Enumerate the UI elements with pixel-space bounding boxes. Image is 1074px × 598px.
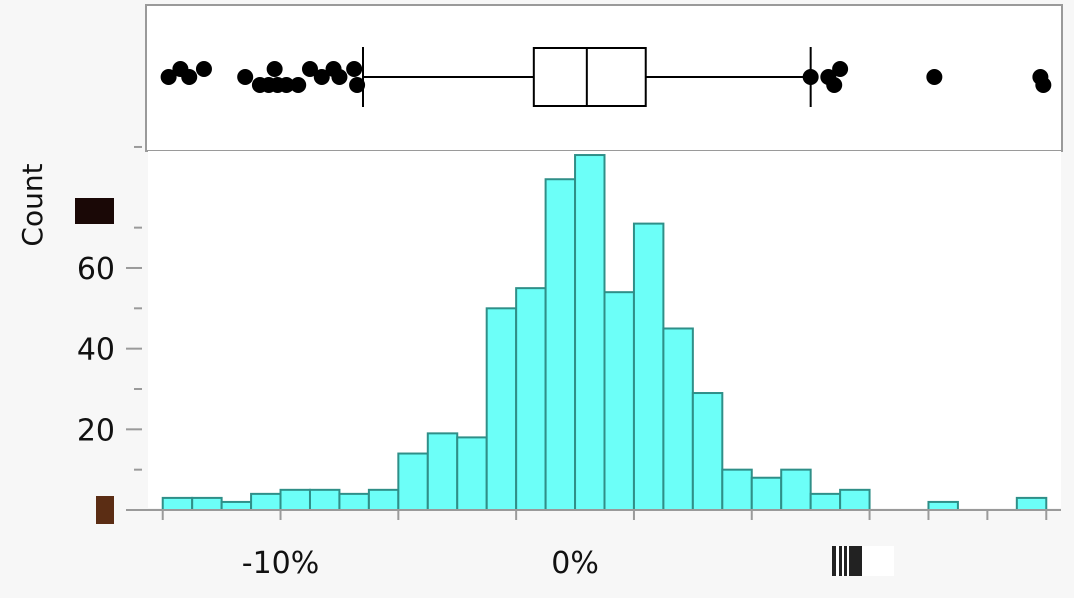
redaction-mark-y <box>75 198 114 224</box>
boxplot-outlier <box>802 69 819 85</box>
histogram-bar <box>397 452 429 511</box>
histogram-bars <box>161 154 1048 512</box>
histogram-bar <box>809 492 842 512</box>
boxplot-outlier <box>346 61 363 77</box>
histogram-bar <box>927 500 959 512</box>
y-tick-label: 60 <box>77 252 115 287</box>
y-tick-label: 20 <box>77 413 115 448</box>
histogram-bar <box>750 476 783 512</box>
histogram-bar <box>338 492 370 512</box>
boxplot-outlier <box>313 69 330 85</box>
x-tick-label: -10% <box>242 546 320 581</box>
histogram-bar <box>1015 496 1048 511</box>
histogram-bar <box>456 436 488 511</box>
boxplot-outlier <box>301 61 318 77</box>
boxplot-outlier <box>160 69 177 85</box>
redaction-mark-x <box>832 546 894 576</box>
x-tick-label: 0% <box>551 546 599 581</box>
boxplot-outlier <box>926 69 943 85</box>
boxplot-outlier <box>349 77 366 93</box>
histogram-bar <box>485 307 518 511</box>
boxplot-outlier <box>832 61 849 77</box>
y-axis-label: Count <box>16 163 49 246</box>
histogram-bar <box>279 488 311 511</box>
histogram-bar <box>161 496 194 511</box>
boxplot-outlier <box>331 69 348 85</box>
boxplot-outlier <box>237 69 254 85</box>
histogram-bar <box>574 154 606 511</box>
histogram-bar <box>250 492 282 512</box>
histogram-bar <box>426 432 459 512</box>
histogram-bar <box>544 178 577 511</box>
histogram-bar <box>367 488 400 511</box>
histogram-bar <box>308 488 341 511</box>
boxplot-outlier <box>290 77 307 93</box>
histogram-bar <box>721 468 753 512</box>
y-tick-label: 40 <box>77 333 115 368</box>
boxplot-outlier <box>1035 77 1052 93</box>
redaction-mark-origin <box>96 496 114 524</box>
histogram-bar <box>662 327 694 512</box>
boxplot-box <box>532 47 647 107</box>
boxplot-outlier <box>266 61 283 77</box>
histogram-bar <box>603 291 635 511</box>
histogram-bar <box>780 468 812 512</box>
histogram-bar <box>839 488 871 511</box>
boxplot-outlier <box>181 69 198 85</box>
histogram-bar <box>632 222 665 511</box>
boxplot-outlier <box>195 61 212 77</box>
histogram-bar <box>220 500 253 512</box>
boxplot-outlier <box>278 77 295 93</box>
histogram-bar <box>515 287 547 511</box>
boxplot <box>160 47 1052 107</box>
histogram-bar <box>691 392 724 511</box>
boxplot-outlier <box>826 77 843 93</box>
histogram-bar <box>191 496 223 511</box>
axes: -10% 0% 20 40 60 <box>77 145 1061 581</box>
